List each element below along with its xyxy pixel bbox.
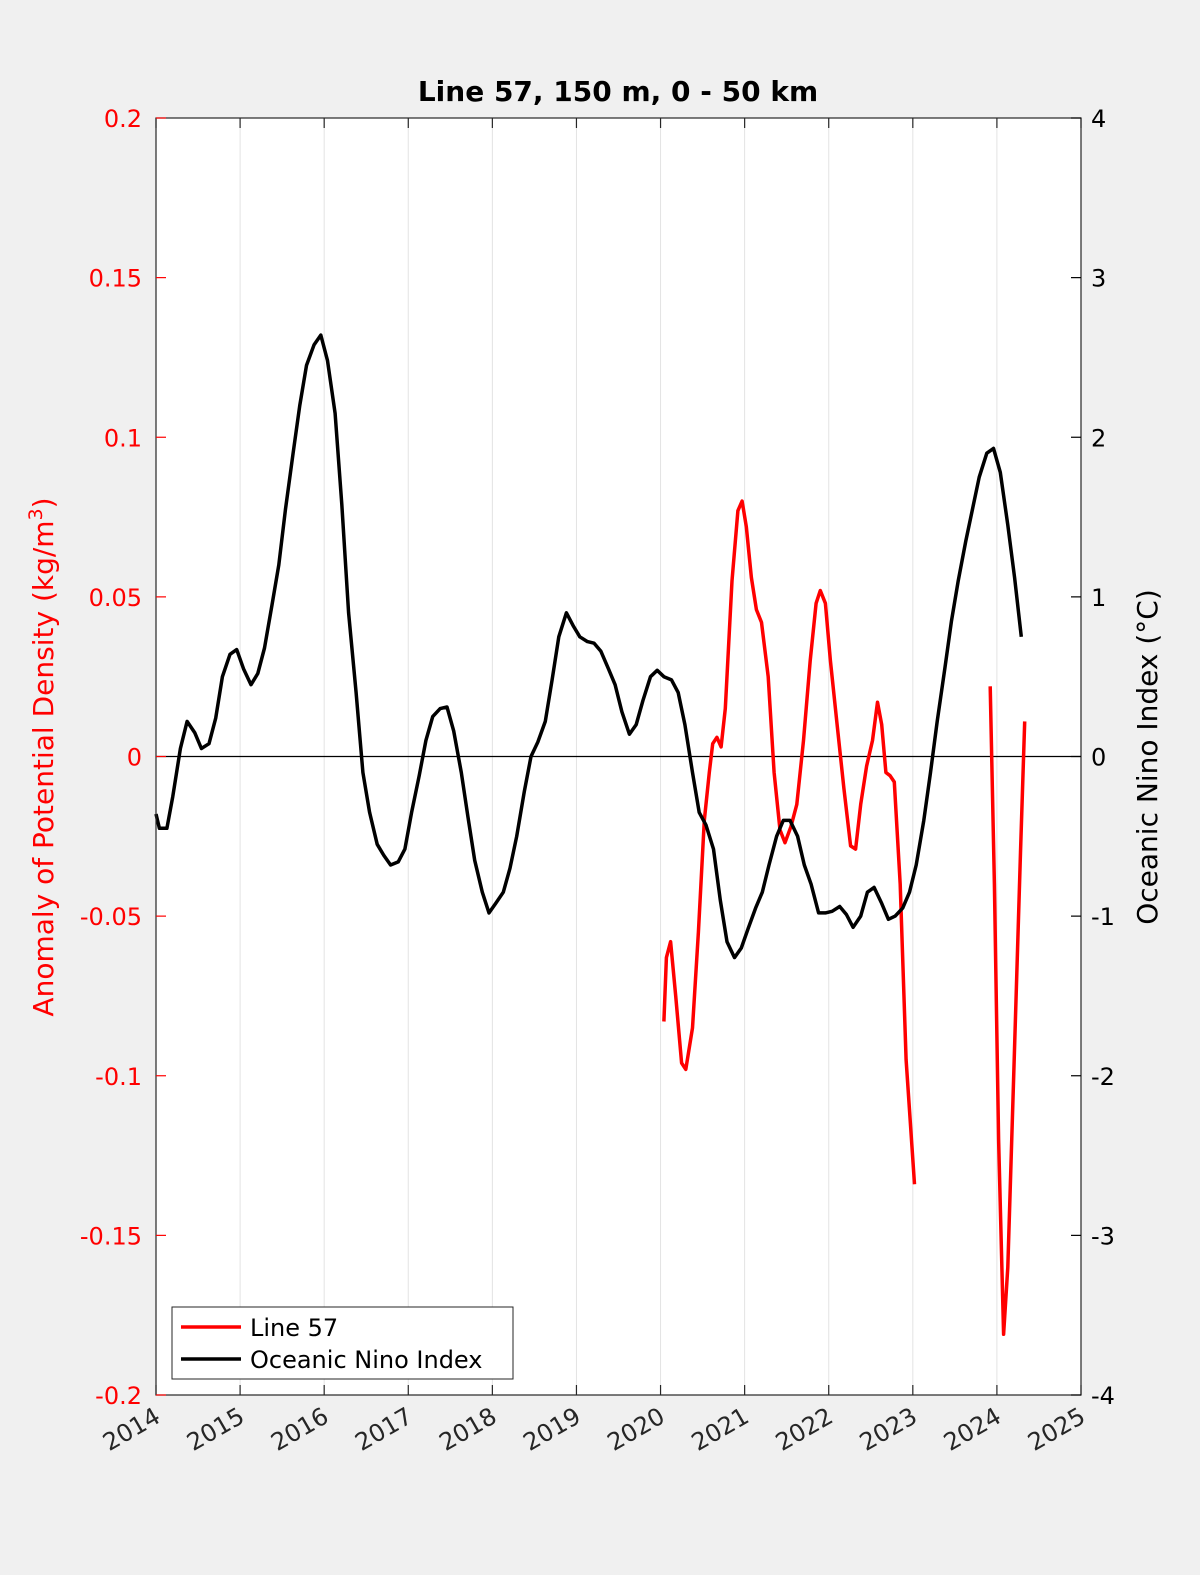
- y-left-tick-label: -0.1: [95, 1063, 142, 1091]
- y-right-tick-label: -2: [1091, 1063, 1115, 1091]
- y-right-tick-label: -4: [1091, 1382, 1115, 1410]
- right-y-axis: -4 -3 -2 -1 0 1 2 3 4: [1071, 105, 1115, 1410]
- legend-label-line57: Line 57: [250, 1314, 338, 1342]
- series-line57-line: [988, 686, 1027, 1337]
- series-oni-line: [154, 333, 1024, 960]
- y-right-tick-label: 2: [1091, 424, 1106, 452]
- series-group: [154, 333, 1027, 1337]
- y-left-tick-label: 0.15: [89, 265, 142, 293]
- y-left-tick-label: -0.2: [95, 1382, 142, 1410]
- y-right-tick-label: -1: [1091, 903, 1115, 931]
- legend: Line 57 Oceanic Nino Index: [171, 1306, 514, 1380]
- left-y-axis-label: Anomaly of Potential Density (kg/m3): [25, 497, 60, 1016]
- y-right-tick-label: -3: [1091, 1222, 1115, 1250]
- y-left-tick-label: -0.15: [80, 1222, 142, 1250]
- y-left-tick-label: 0: [127, 744, 142, 772]
- y-left-tick-label: 0.1: [104, 424, 142, 452]
- y-right-tick-label: 4: [1091, 105, 1106, 133]
- left-y-axis: -0.2 -0.15 -0.1 -0.05 0 0.05 0.1 0.15 0.2: [80, 105, 166, 1410]
- y-right-tick-label: 1: [1091, 584, 1106, 612]
- legend-label-oni: Oceanic Nino Index: [250, 1346, 482, 1374]
- y-left-tick-label: 0.2: [104, 105, 142, 133]
- y-left-tick-label: 0.05: [89, 584, 142, 612]
- series-line57-line: [662, 499, 917, 1185]
- y-right-tick-label: 0: [1091, 744, 1106, 772]
- chart-title: Line 57, 150 m, 0 - 50 km: [418, 75, 818, 108]
- legend-box: [171, 1306, 514, 1380]
- y-right-tick-label: 3: [1091, 265, 1106, 293]
- y-left-tick-label: -0.05: [80, 903, 142, 931]
- right-y-axis-label: Oceanic Nino Index (°C): [1131, 589, 1164, 925]
